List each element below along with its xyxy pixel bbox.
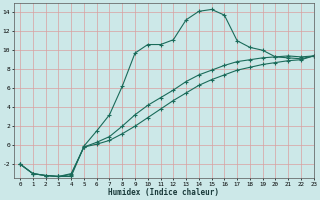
X-axis label: Humidex (Indice chaleur): Humidex (Indice chaleur) <box>108 188 219 197</box>
